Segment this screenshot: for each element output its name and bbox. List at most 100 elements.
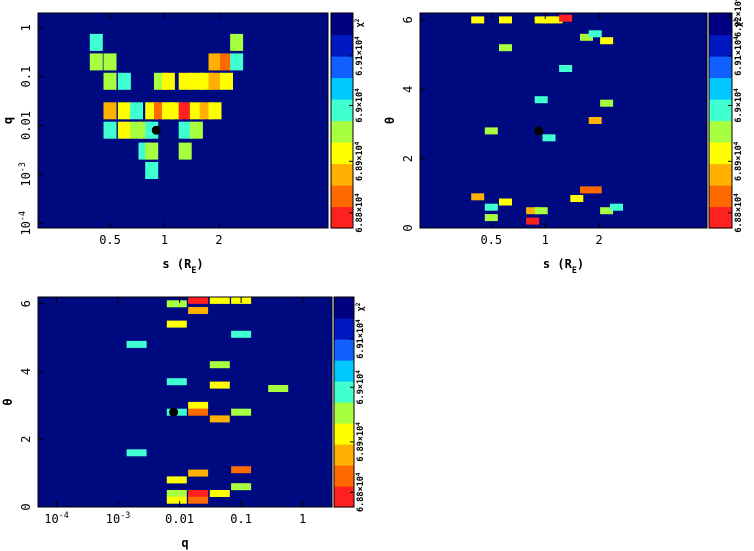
heatmap-cell [208, 102, 222, 120]
heatmap-cell [189, 72, 203, 90]
heatmap-cell [231, 466, 252, 474]
heatmap-cell [231, 483, 252, 491]
heatmap-cell [209, 490, 230, 497]
heatmap-cell [208, 53, 222, 71]
plot-background [38, 13, 328, 228]
x-tick-label: 1 [542, 233, 549, 247]
heatmap-cell [600, 207, 614, 215]
heatmap-cell [208, 72, 222, 90]
heatmap-cell [103, 72, 117, 90]
y-tick-label: 10-3 [17, 162, 33, 187]
colorbar: 6.88×104 6.89×104 6.9×104 6.91×104 χ2 [333, 296, 367, 512]
heatmap-cell [484, 203, 498, 211]
x-tick-label: 10-4 [44, 510, 69, 526]
heatmap-cell [484, 214, 498, 222]
colorbar-segment [334, 402, 354, 424]
heatmap-cell [220, 72, 233, 90]
colorbar-frame [333, 296, 355, 508]
heatmap-cell [117, 121, 131, 139]
heatmap-cell [570, 195, 584, 202]
heatmap-cell [209, 361, 230, 369]
heatmap-cell [580, 186, 593, 194]
x-tick-label: 2 [215, 233, 222, 247]
heatmap-cell [166, 378, 187, 386]
x-tick-label: 10-3 [106, 510, 131, 526]
heatmap-cell [189, 121, 203, 139]
colorbar-segment [331, 34, 353, 57]
colorbar-tick-label: 6.91×104 [354, 36, 366, 76]
heatmap-cell [145, 162, 159, 179]
heatmap-cell [188, 296, 209, 304]
heatmap-cell [230, 53, 244, 71]
y-tick-label: 2 [401, 155, 415, 162]
colorbar-tick-label: 6.89×104 [733, 141, 745, 181]
heatmap-cell [600, 37, 614, 45]
colorbar-label: χ2 [733, 18, 745, 27]
colorbar-tick-label: 6.9×104 [355, 370, 367, 405]
heatmap-cell [499, 198, 512, 206]
heatmap-cell [188, 408, 209, 416]
heatmap-cell [103, 102, 117, 120]
heatmap-cell [549, 16, 563, 24]
colorbar-frame [708, 12, 733, 229]
heatmap-cell [178, 102, 192, 120]
plot-frame [37, 296, 333, 508]
heatmap-cell [220, 53, 233, 71]
colorbar-tick-label: 6.88×104 [733, 193, 745, 233]
colorbar-tick-label: 6.91×104 [355, 319, 367, 359]
heatmap-cell [126, 340, 147, 348]
colorbar-segment [331, 13, 353, 36]
heatmap-cell [600, 99, 614, 107]
heatmap-cell [231, 408, 252, 416]
colorbar-segment [334, 423, 354, 445]
heatmap-cell [188, 496, 209, 504]
colorbar-segment [709, 34, 732, 57]
heatmap-cell [484, 127, 498, 135]
colorbar-segment [331, 185, 353, 208]
colorbar-segment [331, 120, 353, 143]
colorbar-segment [334, 465, 354, 487]
heatmap-cell [610, 203, 623, 211]
best-fit-marker [534, 126, 544, 136]
heatmap-cell [166, 496, 187, 504]
x-tick-label: 0.01 [165, 512, 194, 526]
colorbar-frame [330, 12, 354, 229]
y-tick-label: 0.1 [19, 66, 33, 88]
heatmap-cell [526, 207, 540, 215]
heatmap-cell [559, 14, 573, 22]
colorbar-segment [334, 297, 354, 319]
x-tick-label: 0.5 [99, 233, 121, 247]
heatmap-cell [534, 96, 548, 104]
heatmap-cell [188, 469, 209, 477]
x-tick-label: 0.5 [480, 233, 502, 247]
heatmap-cell [89, 33, 103, 51]
colorbar-tick-label: 6.88×104 [354, 193, 366, 233]
heatmap-cell [166, 476, 187, 484]
plot-frame [37, 12, 329, 229]
colorbar-tick-label: 6.91×104 [733, 36, 745, 76]
heatmap-cell [117, 72, 131, 90]
colorbar-segment [331, 56, 353, 79]
heatmap-cell [209, 381, 230, 389]
heatmap-cell [189, 102, 203, 120]
heatmap-cell [166, 300, 187, 308]
heatmap-cell [130, 102, 143, 120]
x-axis-label: q [181, 536, 188, 550]
y-axis-label: θ [383, 117, 397, 124]
heatmap-cell [231, 330, 252, 338]
colorbar-segment [709, 56, 732, 79]
x-tick-label: 2 [596, 233, 603, 247]
heatmap-cell [188, 490, 209, 497]
y-tick-label: 4 [401, 86, 415, 93]
heatmap-cell [471, 16, 485, 24]
heatmap-cell [117, 102, 131, 120]
y-tick-label: 0 [19, 503, 33, 510]
heatmap-cell [161, 72, 175, 90]
panel-q-theta: 10-4 10-3 0.01 0.1 10246qθ6.88×1046.89×1046.… [1, 296, 367, 550]
colorbar-segment [334, 486, 354, 508]
heatmap-cell [178, 72, 192, 90]
heatmap-cell [534, 207, 548, 215]
colorbar-tick-label: 6.89×104 [354, 141, 366, 181]
heatmap-cell [542, 16, 556, 24]
